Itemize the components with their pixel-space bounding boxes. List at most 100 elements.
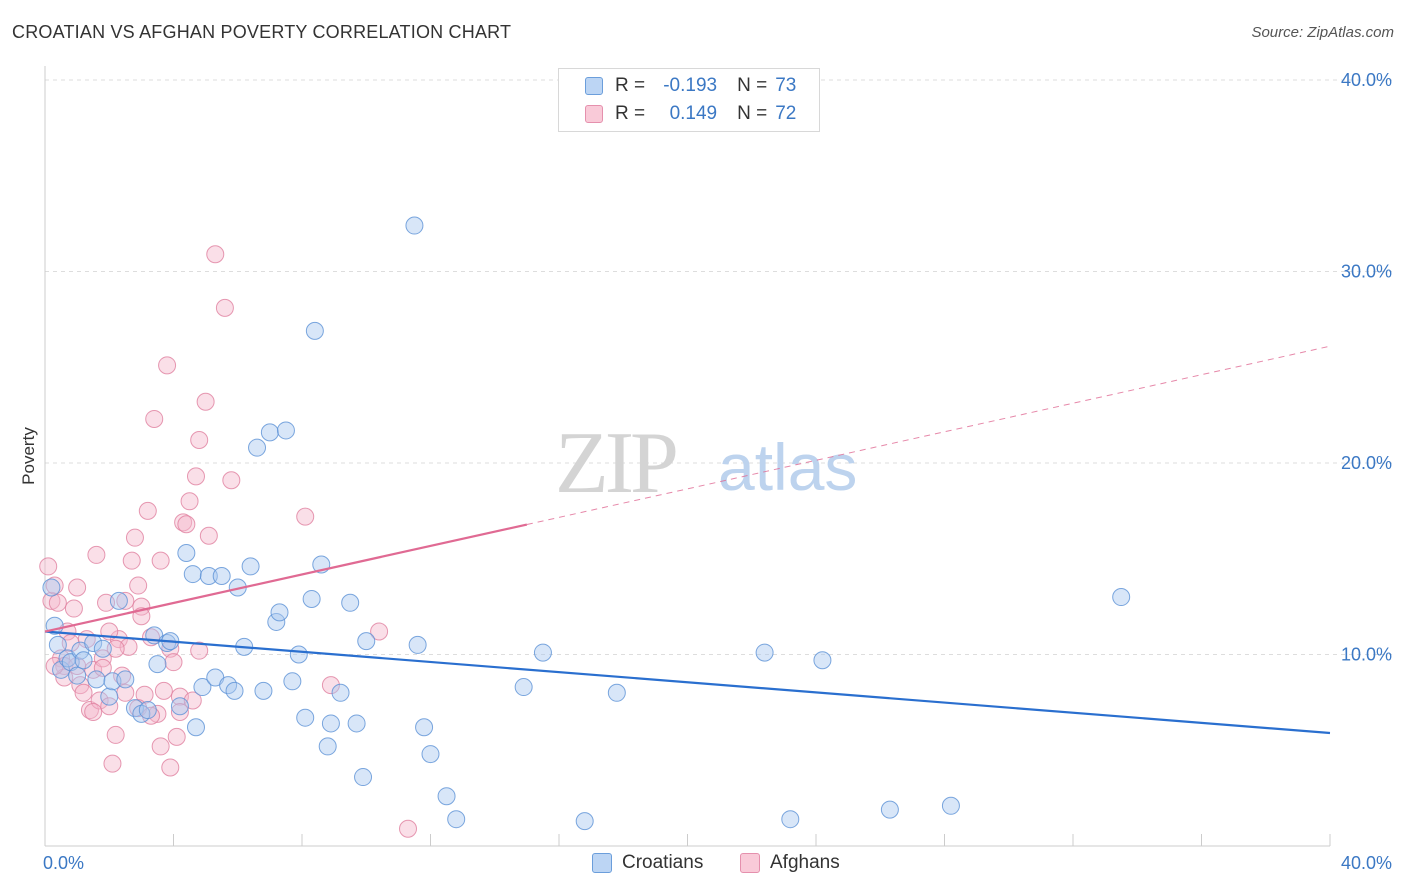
croatian-point [109, 591, 128, 610]
afghan-point [93, 649, 112, 668]
croatian-point [289, 645, 308, 664]
afghan-point [370, 622, 389, 641]
croatian-point [408, 635, 427, 654]
croatian-point [341, 593, 360, 612]
croatian-point [880, 800, 899, 819]
legend-row-croatians: R = -0.193 N = 73 [585, 73, 796, 99]
afghan-point [129, 576, 148, 595]
croatian-point [437, 787, 456, 806]
afghan-point [161, 639, 180, 658]
y-tick-label: 10.0% [1341, 645, 1392, 665]
afghan-point [174, 513, 193, 532]
croatian-point [138, 701, 157, 720]
afghan-point [399, 819, 418, 838]
croatian-point [74, 651, 93, 670]
legend-r-label: R = [615, 103, 646, 124]
croatian-point [52, 660, 71, 679]
afghan-point [93, 658, 112, 677]
y-axis-label: Poverty [19, 427, 38, 485]
afghan-point [106, 725, 125, 744]
afghan-point [106, 639, 125, 658]
croatian-point [357, 632, 376, 651]
croatian-point [260, 423, 279, 442]
afghan-point [177, 515, 196, 534]
croatian-point [305, 321, 324, 340]
afghan-point [64, 599, 83, 618]
grid-lines [45, 79, 1392, 655]
croatian-point [42, 578, 61, 597]
afghan-point [68, 578, 87, 597]
croatian-point [177, 544, 196, 563]
y-tick-label: 40.0% [1341, 70, 1392, 90]
croatian-point [193, 678, 212, 697]
croatian-point [781, 810, 800, 829]
afghan-point [74, 683, 93, 702]
afghan-point [190, 431, 209, 450]
croatian-point [186, 718, 205, 737]
legend-r-value: 0.149 [669, 103, 718, 124]
afghan-point [170, 702, 189, 721]
croatian-point [447, 810, 466, 829]
croatian-point [1112, 588, 1131, 607]
afghans-points [39, 245, 418, 838]
afghan-point [142, 628, 161, 647]
croatian-point [347, 714, 366, 733]
croatian-point [296, 708, 315, 727]
croatian-point [225, 681, 244, 700]
source-credit: Source: ZipAtlas.com [1251, 24, 1394, 41]
afghan-point [42, 591, 61, 610]
legend-r-value: -0.193 [663, 75, 718, 96]
legend-r-label: R = [615, 75, 646, 96]
croatian-point [158, 634, 177, 653]
croatian-point [68, 666, 87, 685]
afghan-point [103, 754, 122, 773]
bottom-legend-croatians: Croatians [592, 852, 703, 874]
y-tick-label: 20.0% [1341, 453, 1392, 473]
croatian-point [575, 812, 594, 831]
croatian-point [170, 697, 189, 716]
afghan-point [100, 697, 119, 716]
watermark: ZIP atlas [555, 415, 857, 512]
croatian-point [116, 670, 135, 689]
croatian-point [283, 672, 302, 691]
afghan-point [161, 758, 180, 777]
afghan-point [116, 591, 135, 610]
legend-n-value: 73 [775, 75, 797, 96]
afghan-point [167, 727, 186, 746]
croatian-point [267, 612, 286, 631]
croatian-point [415, 718, 434, 737]
croatian-point [421, 745, 440, 764]
bottom-legend-afghans: Afghans [740, 852, 840, 874]
afghan-point [206, 245, 225, 264]
afghan-point [84, 702, 103, 721]
afghan-point [164, 653, 183, 672]
croatian-point [93, 639, 112, 658]
legend-n-label: N = [737, 75, 768, 96]
afghans-trend-line [44, 523, 528, 633]
afghans-legend-label: Afghans [770, 852, 840, 873]
afghan-point [125, 528, 144, 547]
croatian-point [100, 687, 119, 706]
trend-lines [44, 345, 1331, 735]
croatian-point [533, 643, 552, 662]
croatian-point [183, 565, 202, 584]
afghan-point [48, 593, 67, 612]
x-tick-label: 0.0% [43, 853, 84, 873]
afghan-point [154, 681, 173, 700]
croatian-point [148, 655, 167, 674]
watermark-zip: ZIP [555, 415, 676, 512]
axes [44, 66, 1331, 847]
afghan-point [148, 704, 167, 723]
afghan-point [158, 356, 177, 375]
croatians-swatch [585, 77, 603, 95]
afghan-point [151, 737, 170, 756]
croatians-legend-label: Croatians [622, 852, 704, 873]
legend-row-afghans: R = 0.149 N = 72 [585, 101, 796, 127]
afghan-point [109, 630, 128, 649]
croatian-point [248, 438, 267, 457]
afghan-point [151, 551, 170, 570]
afghan-point [80, 701, 99, 720]
afghan-point [45, 576, 64, 595]
afghans-legend-swatch [740, 853, 760, 873]
